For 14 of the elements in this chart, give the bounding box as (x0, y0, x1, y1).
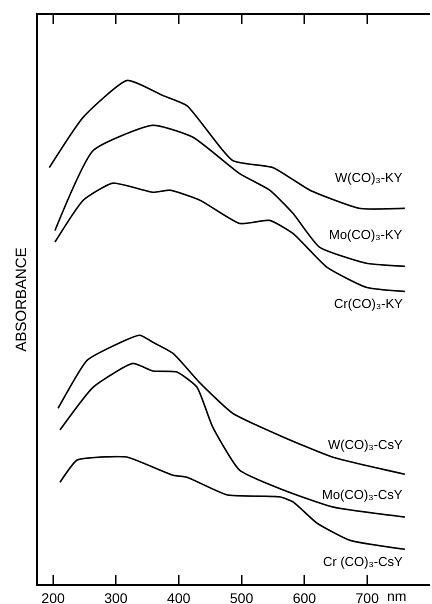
x-tick-label: 400 (167, 590, 191, 604)
x-tick-label: 200 (41, 590, 65, 604)
series-label: Cr (CO)₃-CsY (323, 554, 403, 569)
x-tick-label: 300 (104, 590, 128, 604)
series-label: W(CO)₃-CsY (328, 437, 403, 452)
series-label: Cr(CO)₃-KY (334, 296, 404, 311)
series-label: Mo(CO)₃-CsY (322, 487, 403, 502)
series-label: W(CO)₃-KY (335, 170, 403, 185)
y-axis-title: ABSORBANCE (12, 247, 30, 352)
x-tick-label: 500 (230, 590, 254, 604)
x-axis-title: nm (387, 588, 406, 604)
x-tick-label: 700 (356, 590, 380, 604)
x-tick-label: 600 (292, 590, 316, 604)
series-label: Mo(CO)₃-KY (329, 227, 403, 242)
